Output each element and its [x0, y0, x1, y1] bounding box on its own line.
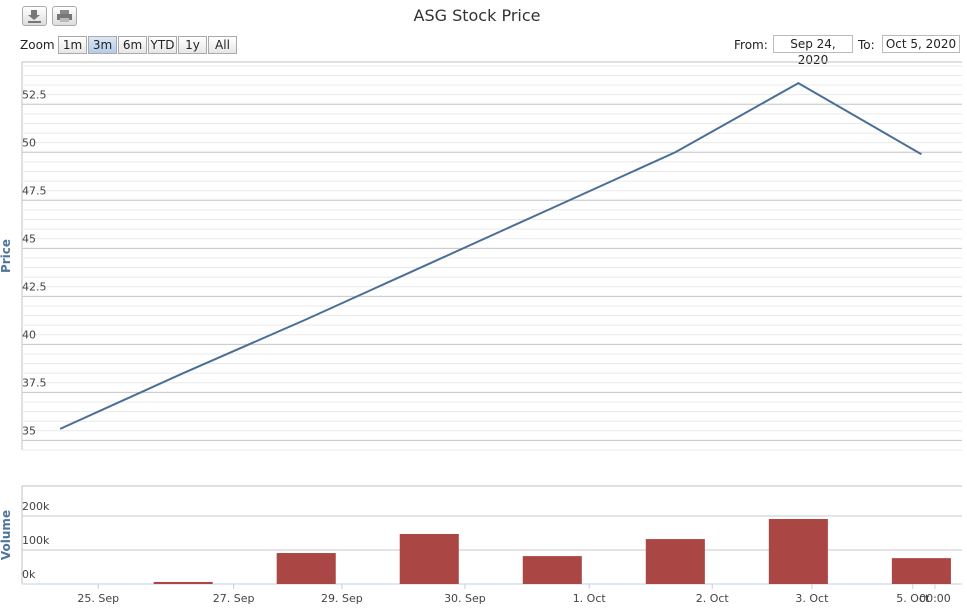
download-icon — [28, 10, 41, 23]
zoom-button[interactable]: 1y — [178, 36, 207, 54]
x-tick-label: 30. Sep — [444, 592, 486, 605]
x-tick-label: 5. Oct — [896, 592, 930, 605]
volume-bar — [153, 581, 213, 584]
price-line — [59, 81, 922, 430]
from-input[interactable]: Sep 24, 2020 — [773, 35, 853, 67]
x-tick-label: 1. Oct — [573, 592, 607, 605]
volume-bar — [522, 556, 582, 584]
print-icon — [57, 10, 72, 22]
zoom-label: Zoom — [20, 38, 55, 52]
y-axis-title: Volume — [0, 510, 13, 560]
y-tick-label: 37.5 — [22, 376, 47, 389]
x-tick-label: 29. Sep — [321, 592, 363, 605]
y-tick-label: 40 — [22, 328, 36, 341]
x-tick-label: 25. Sep — [77, 592, 119, 605]
y-tick-label: 47.5 — [22, 184, 47, 197]
from-label: From: — [734, 38, 768, 52]
zoom-button[interactable]: 3m — [88, 36, 117, 54]
volume-bar — [276, 553, 336, 584]
x-tick-label: 3. Oct — [795, 592, 829, 605]
y-tick-label: 45 — [22, 232, 36, 245]
zoom-button[interactable]: All — [208, 36, 237, 54]
volume-bar — [645, 539, 705, 584]
x-tick-label: 2. Oct — [696, 592, 730, 605]
y-tick-label: 42.5 — [22, 280, 47, 293]
y-tick-label: 200k — [22, 500, 50, 513]
zoom-button[interactable]: 6m — [118, 36, 147, 54]
y-tick-label: 100k — [22, 534, 50, 547]
to-label: To: — [858, 38, 875, 52]
volume-bar — [768, 519, 828, 584]
volume-bar — [891, 558, 951, 584]
zoom-button[interactable]: 1m — [58, 36, 87, 54]
zoom-button[interactable]: YTD — [148, 36, 177, 54]
y-tick-label: 0k — [22, 568, 36, 581]
print-button[interactable] — [52, 6, 77, 26]
download-button[interactable] — [22, 6, 47, 26]
y-tick-label: 52.5 — [22, 88, 47, 101]
to-input[interactable]: Oct 5, 2020 — [882, 35, 960, 53]
y-axis-title: Price — [0, 239, 13, 273]
y-tick-label: 35 — [22, 424, 36, 437]
x-tick-label: 00:00 — [919, 592, 951, 605]
y-tick-label: 50 — [22, 136, 36, 149]
x-tick-label: 27. Sep — [213, 592, 255, 605]
volume-bar — [399, 533, 459, 584]
chart-title: ASG Stock Price — [414, 6, 541, 25]
